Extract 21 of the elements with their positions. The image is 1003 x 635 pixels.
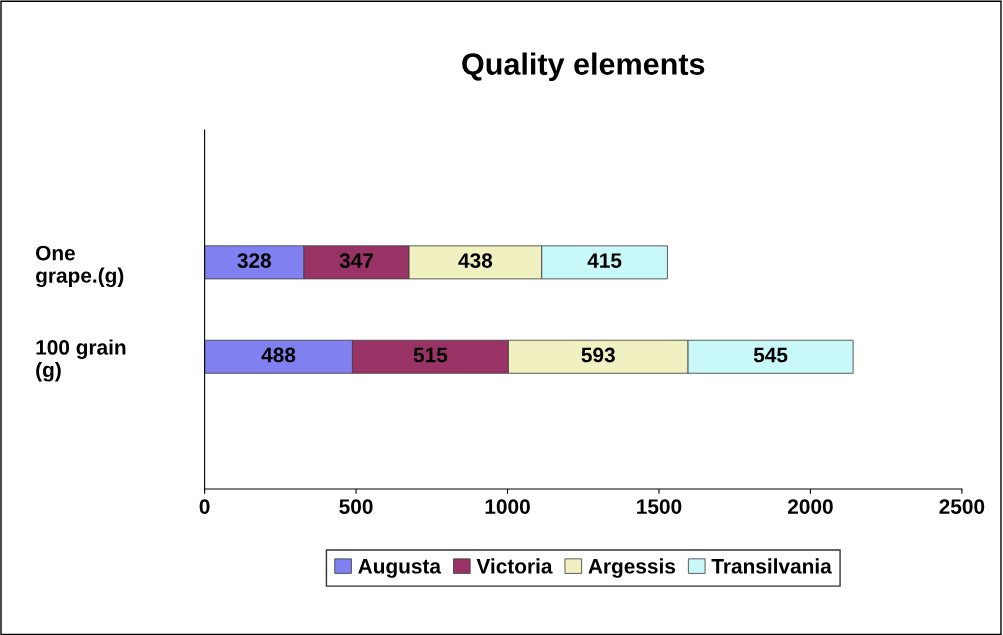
legend-label: Transilvania <box>711 558 832 574</box>
x-tick-label: 2500 <box>939 499 985 514</box>
x-tick-label: 2000 <box>787 499 833 514</box>
data-label: 545 <box>753 347 788 363</box>
y-tick-label: 100 grain (g) <box>36 339 126 382</box>
x-tick-label: 1500 <box>637 499 682 514</box>
chart-title: Quality elements <box>462 52 705 81</box>
x-tick-label: 1000 <box>485 499 530 514</box>
data-label: 488 <box>261 347 296 363</box>
data-label: 415 <box>587 253 622 268</box>
data-label: 328 <box>237 253 272 268</box>
x-tick-label: 0 <box>199 499 210 514</box>
data-label: 347 <box>339 253 373 268</box>
x-tick-label: 500 <box>339 499 373 514</box>
data-label: 593 <box>581 347 615 363</box>
data-label: 515 <box>413 347 448 363</box>
legend-label: Augusta <box>358 559 442 578</box>
y-tick-label: One grape.(g) <box>36 245 124 288</box>
legend-label: Argessis <box>588 558 676 578</box>
data-label: 438 <box>458 253 493 268</box>
legend-label: Victoria <box>476 558 553 574</box>
